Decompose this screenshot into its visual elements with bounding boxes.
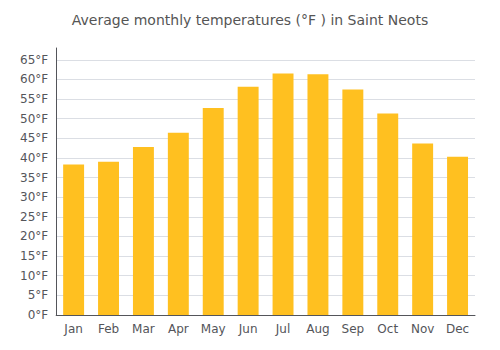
svg-text:Jan: Jan <box>63 322 83 336</box>
svg-text:Oct: Oct <box>377 322 398 336</box>
svg-text:25°F: 25°F <box>20 210 48 224</box>
svg-text:0°F: 0°F <box>28 308 49 322</box>
svg-text:5°F: 5°F <box>28 288 49 302</box>
svg-text:55°F: 55°F <box>20 92 48 106</box>
svg-text:30°F: 30°F <box>20 190 48 204</box>
svg-text:65°F: 65°F <box>20 53 48 67</box>
svg-text:45°F: 45°F <box>20 131 48 145</box>
svg-text:Apr: Apr <box>168 322 189 336</box>
svg-text:Jul: Jul <box>275 322 290 336</box>
svg-text:Jun: Jun <box>238 322 258 336</box>
svg-text:60°F: 60°F <box>20 72 48 86</box>
svg-text:Dec: Dec <box>446 322 469 336</box>
svg-text:35°F: 35°F <box>20 171 48 185</box>
svg-text:Sep: Sep <box>342 322 365 336</box>
svg-text:Feb: Feb <box>98 322 119 336</box>
svg-text:Average monthly temperatures (: Average monthly temperatures (°F ) in Sa… <box>72 12 428 28</box>
svg-text:50°F: 50°F <box>20 112 48 126</box>
svg-text:May: May <box>201 322 226 336</box>
svg-text:Aug: Aug <box>306 322 329 336</box>
svg-text:Mar: Mar <box>132 322 155 336</box>
svg-text:20°F: 20°F <box>20 229 48 243</box>
svg-text:40°F: 40°F <box>20 151 48 165</box>
svg-text:10°F: 10°F <box>20 269 48 283</box>
svg-text:15°F: 15°F <box>20 249 48 263</box>
svg-text:Nov: Nov <box>411 322 434 336</box>
